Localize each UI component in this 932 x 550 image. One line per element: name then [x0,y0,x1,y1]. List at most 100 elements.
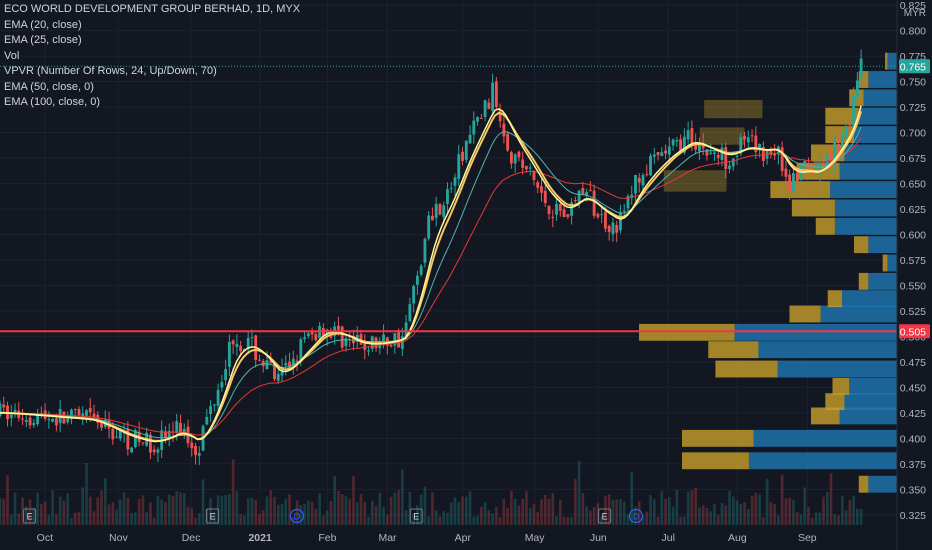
volume-bar [762,517,765,525]
legend-ema50[interactable]: EMA (50, close, 0) [4,80,94,93]
volume-bar [532,504,536,525]
price-axis: 0.8250.8000.7750.7500.7250.7000.6750.650… [896,0,932,550]
candle-body [656,152,660,156]
legend-vpvr[interactable]: VPVR (Number Of Rows, 24, Up/Down, 70) [4,65,217,77]
candle-body [739,137,743,154]
candle-body [641,174,645,186]
candle-body [299,339,303,361]
candle-body [803,160,807,165]
event-marker-label: D [294,512,301,522]
dividend-marker [289,508,305,524]
volume-bar [96,497,100,525]
vp-row-up [887,52,897,70]
volume-bar [325,510,329,525]
volume-bar [273,496,276,525]
event-marker-label: D [633,512,640,522]
candle-body [367,350,370,352]
candle-body [0,403,2,416]
vp-row-up [854,126,897,144]
candle-body [212,404,216,406]
vp-row-up [839,162,897,180]
legend-ema100[interactable]: EMA (100, close, 0) [4,96,100,108]
candle-body [675,140,679,142]
volume-bars [0,459,863,525]
legend-volume[interactable]: Vol [4,49,20,62]
volume-bar [88,496,92,525]
volume-bar [577,460,581,525]
volume-bar [389,496,393,525]
volume-bar [694,487,697,525]
candle-body [682,136,686,153]
candle-body [528,167,532,169]
candle-body [39,412,43,414]
candle-body [92,413,96,418]
volume-bar [340,494,344,525]
candle-body [491,82,495,111]
candle-body [389,344,393,347]
volume-bar [156,496,160,525]
volume-bar [637,501,641,525]
volume-bar [0,497,2,525]
candle-body [498,109,502,122]
candle-body [457,154,461,179]
volume-bar [476,515,479,525]
vp-row-down [825,107,859,125]
volume-bar [848,500,852,525]
candle-body [664,150,668,154]
candle-body [825,155,829,169]
candle-body [735,155,739,157]
volume-bar [844,510,848,525]
vp-row-up [777,360,897,378]
candle-body [859,58,863,78]
volume-bar [378,492,382,525]
volume-bar [604,496,607,525]
candle-body [269,360,273,364]
candle-body [13,409,17,412]
candle-body [156,449,160,453]
vp-row-up [868,236,897,254]
candle-body [412,286,416,304]
candle-body [476,117,479,122]
candle-body [314,334,318,341]
volume-bar [40,503,43,525]
price-tick-label: 0.550 [900,280,926,292]
candle-body [660,152,664,157]
volume-bar [397,490,400,525]
candle-body [352,335,355,344]
volume-bar [152,517,156,525]
candle-body [340,326,344,348]
candle-body [844,126,848,138]
volume-bar [607,494,611,525]
volume-bar [585,506,588,525]
candle-body [141,442,145,444]
candle-body [570,202,573,216]
price-tick-label: 0.575 [900,255,926,267]
volume-bar [103,478,107,525]
event-marker-label: E [210,512,216,522]
candle-body [303,337,307,340]
event-marker-label: E [602,512,608,522]
volume-bar [55,514,58,525]
volume-bar [818,512,822,525]
candle-body [179,422,182,436]
vp-row-down [858,272,869,290]
candle-body [423,238,427,263]
candle-body [750,135,754,137]
chart-title[interactable]: ECO WORLD DEVELOPMENT GROUP BERHAD, 1D, … [4,3,301,15]
volume-bar [119,499,122,525]
volume-bar [668,497,671,525]
candle-body [769,150,773,155]
candle-body [167,430,171,438]
candle-body [205,416,209,425]
legend-ema25[interactable]: EMA (25, close) [4,34,82,46]
legend-ema20[interactable]: EMA (20, close) [4,18,82,31]
volume-bar [337,490,340,525]
volume-bar [73,512,77,525]
volume-bar [754,492,758,525]
earnings-marker [23,508,37,524]
candle-body [611,222,615,235]
time-tick-label: May [525,532,546,544]
candle-body [652,154,656,157]
